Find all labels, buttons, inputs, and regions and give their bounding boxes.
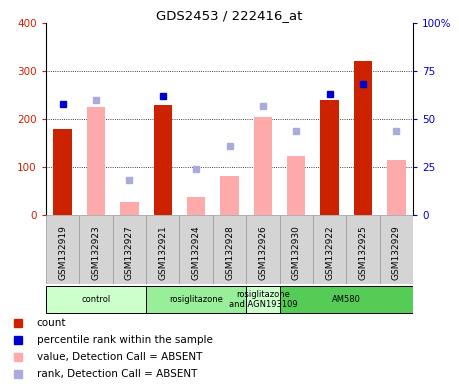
Bar (280, 215, 313, 284)
Text: GSM132928: GSM132928 (225, 225, 234, 280)
Bar (220, 176, 239, 215)
Text: value, Detection Call = ABSENT: value, Detection Call = ABSENT (37, 352, 202, 362)
Bar (254, 117, 272, 215)
Bar (46, 215, 79, 284)
Title: GDS2453 / 222416_at: GDS2453 / 222416_at (157, 9, 302, 22)
Bar (320, 100, 339, 215)
Bar (53, 129, 72, 215)
Bar (287, 156, 305, 215)
Bar (79, 215, 112, 284)
Bar (380, 215, 413, 284)
Bar (347, 215, 380, 284)
Bar (46, 286, 146, 313)
Text: rank, Detection Call = ABSENT: rank, Detection Call = ABSENT (37, 369, 197, 379)
Bar (187, 197, 205, 215)
Text: GSM132925: GSM132925 (358, 225, 368, 280)
Text: GSM132924: GSM132924 (191, 225, 201, 280)
Text: GSM132921: GSM132921 (158, 225, 167, 280)
Text: rosiglitazone
and AGN193109: rosiglitazone and AGN193109 (229, 290, 297, 309)
Text: count: count (37, 318, 66, 328)
Text: GSM132923: GSM132923 (91, 225, 101, 280)
Text: GSM132929: GSM132929 (392, 225, 401, 280)
Bar (120, 202, 139, 215)
Text: control: control (81, 295, 111, 304)
Bar (313, 215, 347, 284)
Bar (146, 286, 246, 313)
Text: GSM132922: GSM132922 (325, 225, 334, 280)
Text: percentile rank within the sample: percentile rank within the sample (37, 335, 213, 345)
Bar (154, 104, 172, 215)
Bar (387, 160, 406, 215)
Bar (87, 107, 105, 215)
Bar (146, 215, 179, 284)
Bar (112, 215, 146, 284)
Text: AM580: AM580 (332, 295, 361, 304)
Bar (280, 286, 413, 313)
Text: GSM132926: GSM132926 (258, 225, 268, 280)
Text: GSM132927: GSM132927 (125, 225, 134, 280)
Bar (354, 61, 372, 215)
Text: GSM132919: GSM132919 (58, 225, 67, 280)
Bar (179, 215, 213, 284)
Bar (246, 215, 280, 284)
Text: GSM132930: GSM132930 (292, 225, 301, 280)
Text: rosiglitazone: rosiglitazone (169, 295, 223, 304)
Bar (246, 286, 280, 313)
Bar (213, 215, 246, 284)
